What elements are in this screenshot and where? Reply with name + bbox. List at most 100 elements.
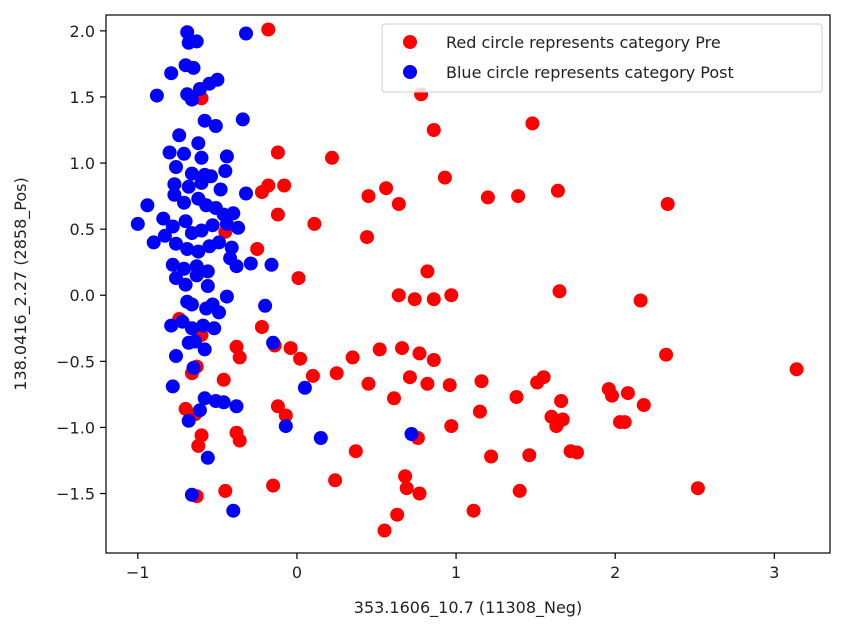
data-point — [348, 444, 363, 459]
data-point — [205, 218, 220, 233]
data-point — [690, 481, 705, 496]
data-point — [184, 487, 199, 502]
data-point — [235, 112, 250, 127]
y-axis-label: 138.0416_2.27 (2858_Pos) — [11, 177, 31, 390]
legend-marker-post — [403, 65, 417, 79]
data-point — [208, 119, 223, 133]
data-point — [177, 195, 191, 210]
data-point — [361, 189, 376, 204]
data-point — [283, 341, 298, 356]
data-point — [207, 321, 222, 336]
data-point — [293, 351, 308, 366]
data-point — [189, 268, 204, 283]
data-point — [226, 503, 241, 518]
data-point — [192, 403, 207, 418]
data-point — [426, 292, 441, 307]
data-point — [554, 394, 569, 408]
data-point — [345, 350, 360, 365]
data-point — [512, 483, 527, 498]
data-point — [181, 413, 196, 428]
data-point — [789, 362, 804, 377]
data-point — [511, 189, 526, 204]
data-point — [231, 220, 246, 235]
data-point — [426, 123, 441, 137]
data-point — [270, 145, 285, 160]
data-point — [399, 481, 414, 496]
data-point — [472, 404, 487, 419]
data-point — [407, 292, 422, 307]
data-point — [474, 374, 489, 389]
data-point — [659, 347, 674, 362]
data-point — [196, 318, 211, 333]
data-point — [395, 341, 409, 356]
data-point — [189, 34, 204, 49]
data-point — [328, 473, 343, 488]
data-point — [420, 264, 435, 279]
data-point — [313, 431, 328, 445]
data-point — [660, 197, 675, 211]
data-point — [480, 190, 495, 205]
data-point — [404, 427, 419, 441]
data-point — [213, 182, 228, 197]
x-tick-label: 2 — [610, 563, 620, 582]
data-point — [297, 380, 312, 395]
data-point — [165, 257, 180, 272]
data-point — [484, 449, 499, 464]
data-point — [254, 185, 269, 200]
data-point — [188, 334, 203, 349]
data-point — [387, 391, 401, 406]
legend-marker-pre — [403, 35, 417, 49]
data-point — [216, 395, 231, 410]
data-point — [525, 116, 540, 131]
data-point — [200, 264, 215, 279]
y-tick-label: 0.5 — [70, 220, 95, 239]
data-point — [552, 284, 567, 299]
data-point — [191, 244, 206, 259]
axes-layer: −1 0 1 2 3 −1.5 −1.0 −0.5 0.0 0.5 1.0 1.5 2.0 — [56, 22, 779, 582]
y-tick-label: 1.5 — [70, 88, 95, 107]
data-point — [177, 146, 191, 161]
x-tick-label: 0 — [292, 563, 302, 582]
data-point — [536, 370, 551, 385]
y-tick-label: 1.0 — [70, 154, 95, 173]
data-point — [412, 486, 427, 501]
data-point — [167, 177, 182, 192]
data-point — [232, 350, 247, 365]
data-point — [199, 301, 214, 316]
data-point — [197, 113, 212, 128]
data-point — [191, 136, 206, 151]
data-point — [169, 349, 183, 363]
data-point — [555, 412, 570, 427]
data-point — [391, 288, 406, 303]
data-point — [178, 277, 193, 292]
data-point — [172, 128, 187, 143]
legend-label-pre: Red circle represents category Pre — [446, 33, 721, 52]
data-point — [278, 419, 293, 434]
data-point — [307, 216, 322, 231]
data-point — [146, 235, 161, 250]
data-point — [243, 256, 258, 271]
data-point — [522, 448, 537, 463]
data-point — [420, 376, 435, 391]
data-point — [254, 320, 269, 334]
data-point — [390, 507, 405, 522]
data-point — [633, 293, 648, 308]
data-point — [169, 236, 183, 251]
data-point — [197, 391, 212, 406]
data-point — [266, 335, 281, 350]
data-point — [466, 503, 481, 518]
data-point — [264, 257, 279, 272]
legend: Red circle represents category Pre Blue … — [381, 23, 823, 93]
data-point — [250, 242, 265, 256]
data-point — [178, 214, 193, 229]
data-point — [398, 469, 413, 484]
y-tick-label: −0.5 — [56, 352, 95, 371]
legend-box — [381, 23, 823, 93]
data-point — [194, 223, 209, 238]
data-point — [186, 60, 201, 75]
data-point — [177, 261, 191, 276]
data-point — [261, 22, 276, 37]
data-point — [212, 235, 226, 250]
data-point — [258, 298, 273, 313]
